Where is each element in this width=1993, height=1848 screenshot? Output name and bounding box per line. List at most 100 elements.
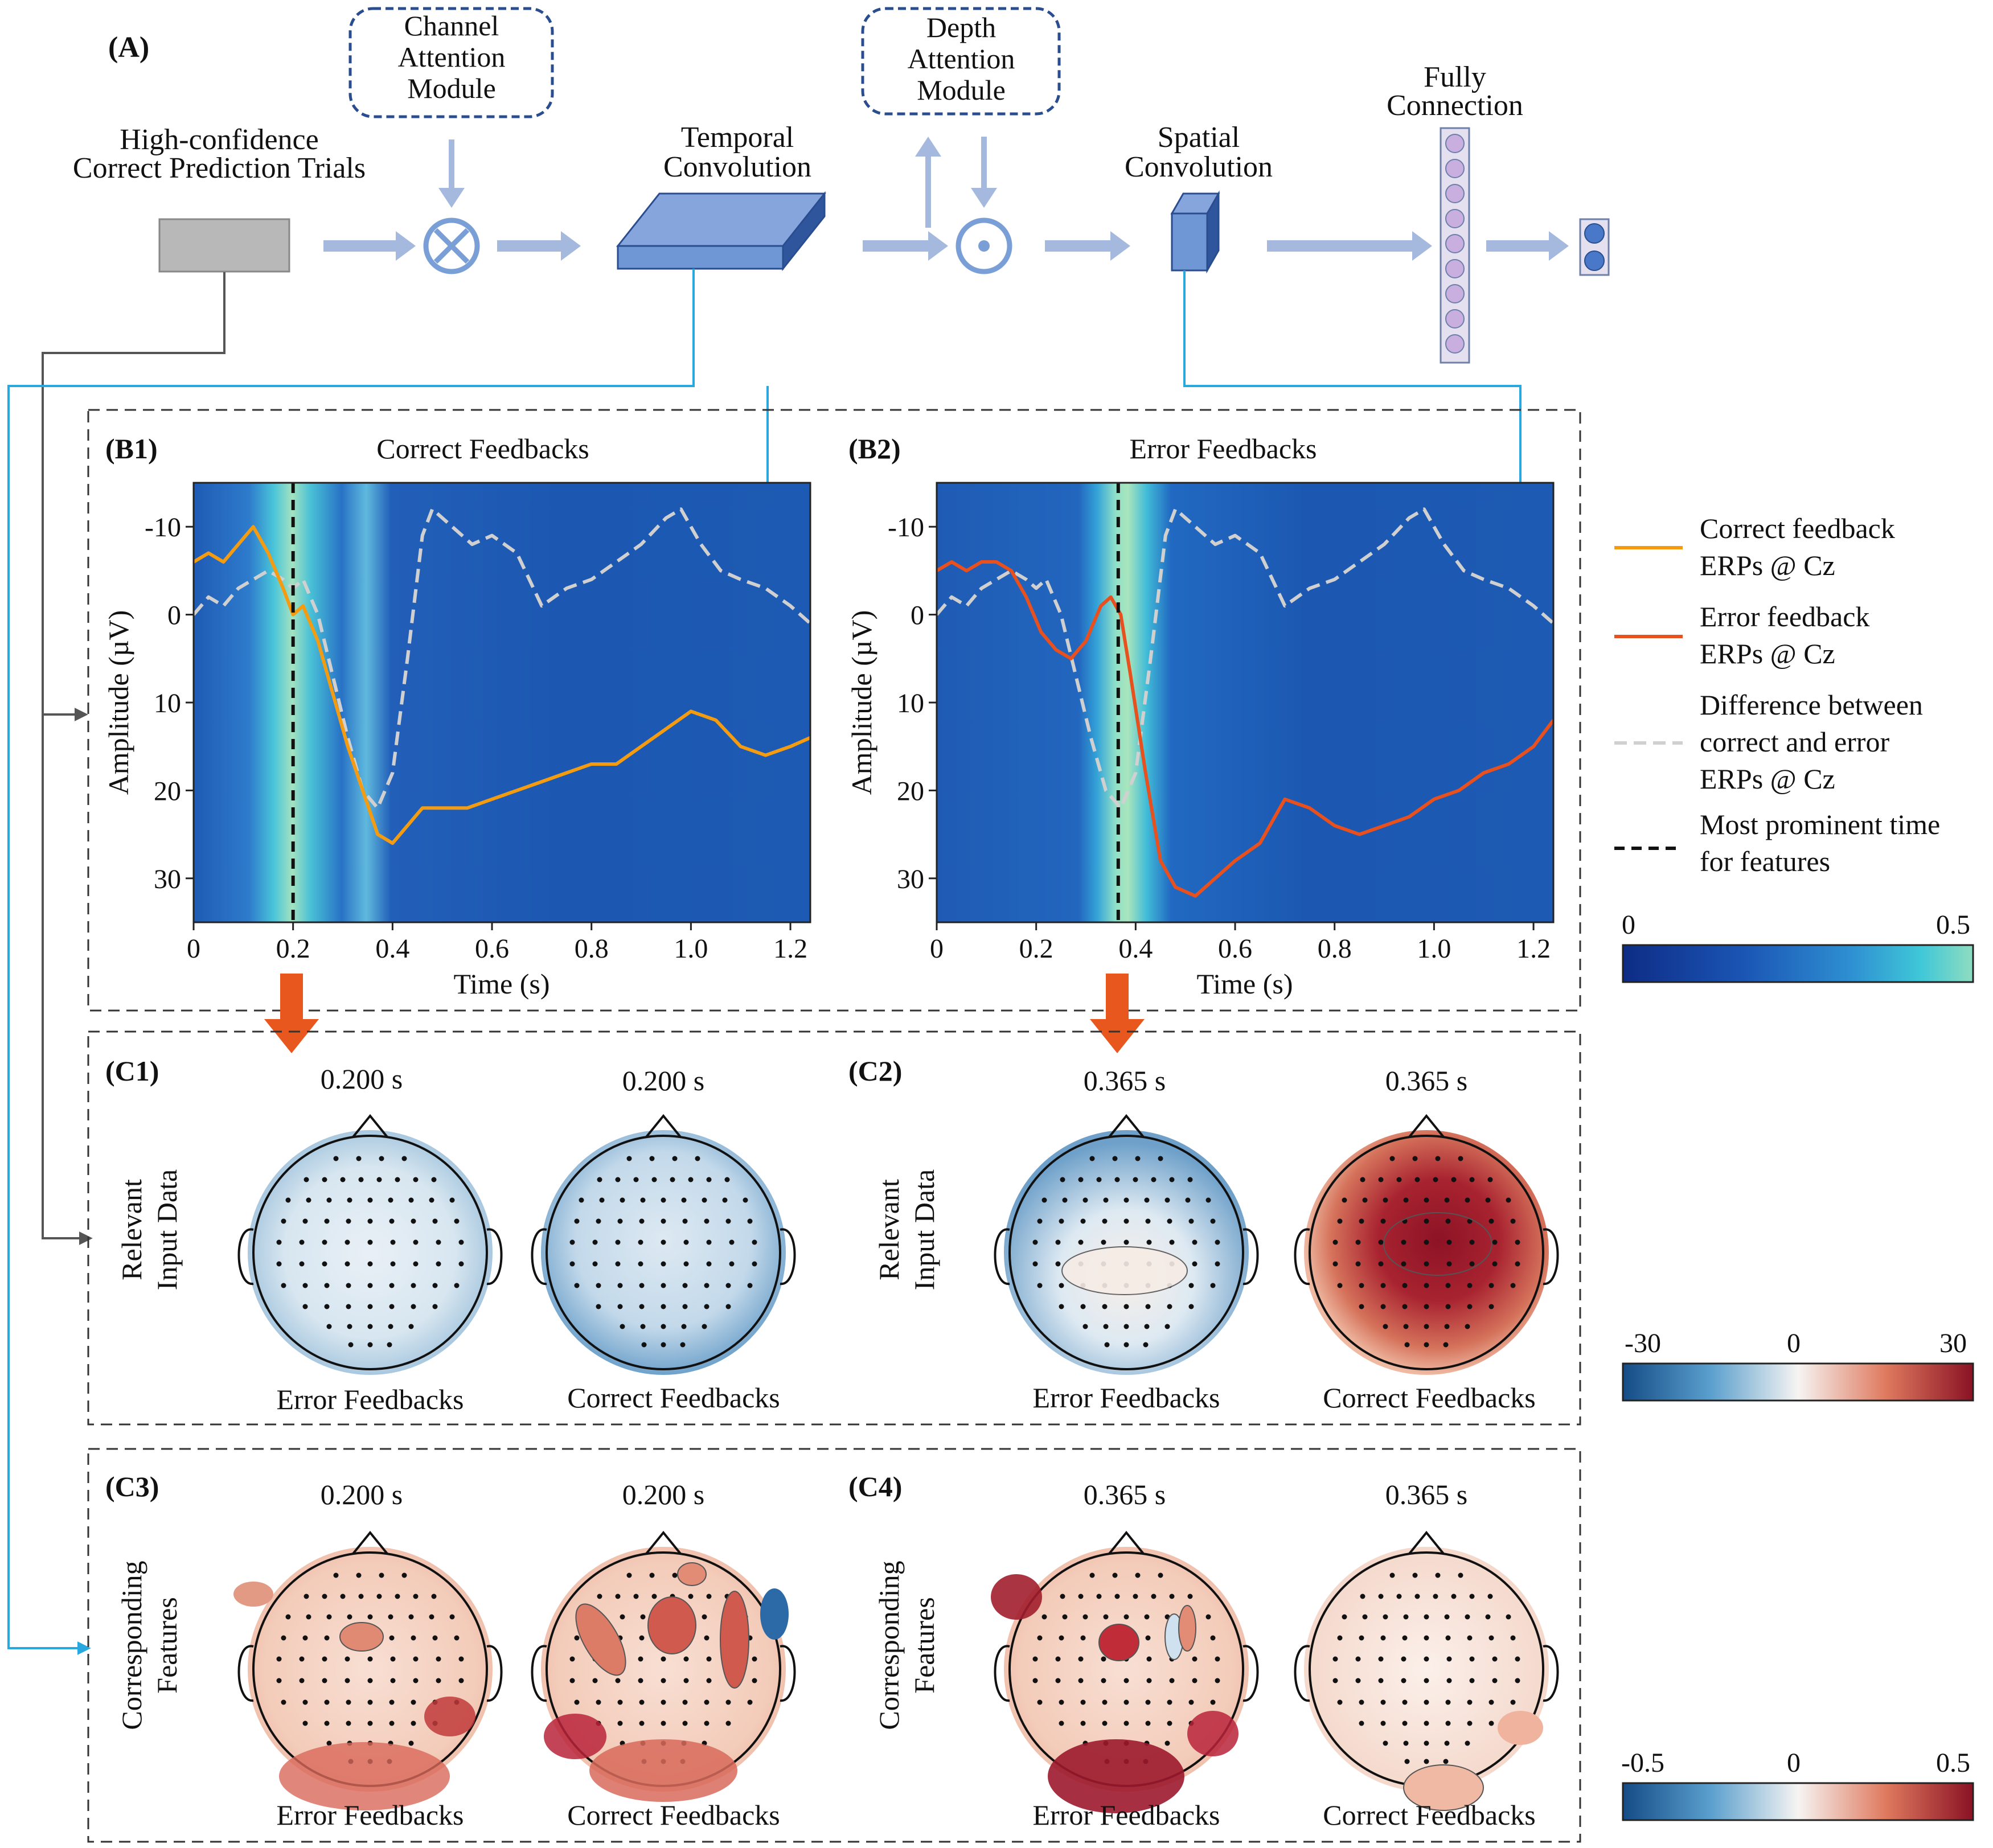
electrode-dot <box>1469 1261 1475 1267</box>
electrode-dot <box>401 1572 407 1578</box>
electrode-dot <box>704 1283 710 1288</box>
electrode-dot <box>411 1720 416 1726</box>
electrode-dot <box>390 1239 396 1245</box>
electrode-dot <box>1146 1656 1152 1662</box>
electrode-dot <box>1144 1197 1150 1203</box>
electrode-dot <box>638 1678 643 1683</box>
electrode-dot <box>1515 1656 1520 1662</box>
electrode-dot <box>1337 1283 1343 1288</box>
electrode-dot <box>1355 1261 1361 1267</box>
electrode-dot <box>1133 1177 1138 1182</box>
electrode-dot <box>1488 1283 1494 1288</box>
input-title-line2: Correct Prediction Trials <box>73 152 366 184</box>
electrode-dot <box>1515 1239 1520 1245</box>
electrode-dot <box>429 1614 434 1620</box>
electrode-dot <box>1123 1720 1129 1726</box>
electrode-dot <box>411 1635 416 1641</box>
electrode-dot <box>1359 1635 1364 1641</box>
c1-time-left: 0.200 s <box>321 1063 403 1095</box>
electrode-dot <box>1041 1197 1047 1203</box>
electrode-dot <box>1401 1656 1406 1662</box>
electrode-dot <box>1112 1156 1118 1161</box>
electrode-dot <box>1210 1218 1216 1224</box>
electrode-dot <box>454 1283 460 1288</box>
electrode-dot <box>1401 1261 1406 1267</box>
electrode-dot <box>389 1304 395 1309</box>
electrode-dot <box>672 1572 678 1578</box>
electrode-dot <box>1355 1656 1361 1662</box>
electrode-dot <box>322 1678 327 1683</box>
channel-attention-line1: Channel <box>404 10 499 42</box>
electrode-dot <box>281 1218 286 1224</box>
electrode-dot <box>285 1614 291 1620</box>
left-ear-icon <box>237 1228 254 1286</box>
electrode-dot <box>1337 1218 1343 1224</box>
feature-colorbar-min: -0.5 <box>1621 1748 1664 1778</box>
c1-time-right: 0.200 s <box>622 1065 704 1097</box>
head-outline <box>1008 1135 1244 1370</box>
electrode-dot <box>346 1699 351 1705</box>
electrode-dot <box>347 1614 352 1620</box>
c2-error-contour <box>1061 1246 1188 1295</box>
electrode-dot <box>729 1239 735 1245</box>
electrode-dot <box>1465 1740 1470 1746</box>
electrode-dot <box>1515 1261 1520 1267</box>
electrode-dot <box>1378 1678 1384 1683</box>
electrode-dot <box>1383 1324 1388 1329</box>
electrode-dot <box>1488 1635 1494 1641</box>
electrode-dot <box>615 1239 621 1245</box>
electrode-dot <box>1445 1635 1451 1641</box>
c2-time-left: 0.365 s <box>1084 1065 1166 1097</box>
electrode-dot <box>367 1720 373 1726</box>
electrode-dot <box>306 1197 311 1203</box>
electrode-dot <box>747 1218 753 1224</box>
electrode-dot <box>1215 1239 1220 1245</box>
electrode-dot <box>1059 1283 1064 1288</box>
electrode-dot <box>454 1635 460 1641</box>
electrode-dot <box>285 1197 291 1203</box>
electrode-dot <box>413 1261 419 1267</box>
c4-time-left: 0.365 s <box>1084 1479 1166 1510</box>
electrode-dot <box>596 1699 601 1705</box>
c3-correct-blobs <box>544 1562 789 1802</box>
electrode-dot <box>706 1594 712 1599</box>
electrode-dot <box>1169 1177 1175 1182</box>
electrode-dot <box>281 1283 286 1288</box>
electrode-dot <box>704 1699 710 1705</box>
electrode-dot <box>1337 1635 1343 1641</box>
electrode-dot <box>1467 1635 1473 1641</box>
electrode-dot <box>432 1283 438 1288</box>
electrode-dot <box>454 1218 460 1224</box>
electrode-dot <box>306 1614 311 1620</box>
electrode-dot <box>706 1656 712 1662</box>
electrode-dot <box>1032 1239 1038 1245</box>
electrode-dot <box>1403 1197 1409 1203</box>
electrode-dot <box>1378 1656 1384 1662</box>
electrode-dot <box>367 1324 373 1329</box>
electrode-dot <box>436 1678 441 1683</box>
electrode-dot <box>1146 1239 1152 1245</box>
electrode-dot <box>1037 1283 1043 1288</box>
b1-xtick-label: 0 <box>187 934 200 964</box>
electrode-dot <box>706 1239 712 1245</box>
c4-error-caption: Error Feedbacks <box>1032 1799 1220 1831</box>
electrode-dot <box>1467 1304 1473 1309</box>
electrode-dot <box>1506 1197 1511 1203</box>
c4-time-right: 0.365 s <box>1385 1479 1467 1510</box>
electrode-dot <box>1164 1197 1170 1203</box>
electrode-dot <box>1103 1324 1109 1329</box>
electrode-dot <box>597 1177 602 1182</box>
electrode-dot <box>1059 1304 1064 1309</box>
electrode-dot <box>1469 1656 1475 1662</box>
electrode-dot <box>1465 1614 1470 1620</box>
electrode-dot <box>1424 1740 1429 1746</box>
electrode-dot <box>1059 1218 1064 1224</box>
electrode-dot <box>449 1614 455 1620</box>
b1-series-0 <box>194 525 810 845</box>
electrode-dot <box>1096 1594 1102 1599</box>
electrode-dot <box>672 1156 678 1161</box>
electrode-dot <box>324 1699 330 1705</box>
electrode-dot <box>682 1218 688 1224</box>
electrode-dot <box>1515 1678 1520 1683</box>
electrode-dot <box>1467 1283 1473 1288</box>
